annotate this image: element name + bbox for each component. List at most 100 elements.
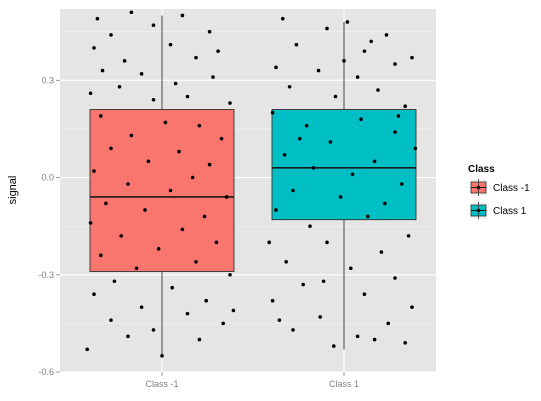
data-point [204, 298, 208, 303]
data-point [99, 253, 103, 258]
data-point [294, 42, 299, 47]
data-point [410, 55, 414, 60]
data-point [146, 159, 151, 164]
legend-title: Class [468, 164, 495, 175]
box-class-neg1 [89, 109, 235, 272]
data-point [359, 117, 363, 121]
data-point [109, 318, 113, 322]
data-point [372, 159, 377, 164]
data-point [384, 33, 389, 37]
data-point [316, 68, 321, 73]
data-point [332, 344, 336, 348]
y-tick-label: -0.3 [38, 270, 54, 280]
data-point [413, 146, 418, 151]
data-point [151, 328, 156, 332]
legend-key-point [476, 185, 481, 190]
data-point [355, 75, 360, 79]
data-point [173, 81, 178, 86]
data-point [92, 292, 96, 297]
data-point [112, 279, 117, 284]
data-point [287, 84, 292, 89]
data-point [311, 166, 316, 170]
data-point [180, 13, 185, 18]
data-point [403, 341, 408, 345]
data-point [318, 315, 323, 319]
data-point [328, 140, 333, 144]
data-point [350, 172, 355, 177]
legend-key-point [476, 208, 481, 213]
data-point [99, 114, 103, 118]
data-point [325, 240, 329, 245]
data-point [267, 240, 272, 245]
data-point [197, 337, 202, 342]
data-point [92, 169, 96, 173]
data-point [207, 29, 212, 34]
data-point [185, 311, 190, 316]
data-point [270, 298, 275, 303]
data-point [109, 33, 113, 37]
data-point [284, 260, 289, 264]
data-point [379, 250, 384, 254]
data-point [393, 62, 397, 66]
data-point [396, 114, 401, 118]
data-point [228, 272, 232, 277]
data-point [143, 208, 147, 212]
data-point [274, 65, 278, 70]
data-point [338, 195, 343, 199]
data-point [139, 72, 144, 76]
data-point [403, 104, 408, 109]
data-point [282, 153, 287, 157]
data-point [270, 110, 275, 115]
data-point [325, 26, 329, 31]
x-tick-label: Class -1 [145, 379, 178, 389]
data-point [386, 321, 391, 326]
legend-label: Class -1 [493, 183, 530, 194]
data-point [219, 136, 224, 141]
data-point [156, 247, 161, 251]
y-tick-label: 0.0 [41, 173, 54, 183]
y-tick-label: 0.3 [41, 75, 54, 85]
y-axis: -0.6 -0.3 0.0 0.3 [38, 75, 60, 377]
y-tick-label: -0.6 [38, 367, 54, 377]
data-point [151, 97, 156, 102]
data-point [366, 214, 370, 219]
data-point [224, 195, 229, 199]
data-point [119, 234, 123, 238]
data-point [274, 208, 278, 212]
data-point [104, 201, 108, 206]
data-point [410, 305, 414, 309]
data-point [134, 266, 139, 271]
data-point [321, 279, 326, 284]
data-point [180, 227, 185, 232]
data-point [376, 88, 380, 92]
data-point [221, 321, 225, 326]
data-point [88, 221, 93, 225]
data-point [92, 46, 96, 50]
data-point [308, 224, 312, 228]
data-point [129, 133, 134, 138]
data-point [342, 59, 346, 63]
data-point [231, 308, 236, 313]
data-point [117, 84, 122, 89]
data-point [185, 94, 190, 99]
data-point [372, 337, 377, 342]
box-class-1 [271, 109, 417, 221]
boxes [89, 15, 417, 356]
data-point [202, 214, 207, 219]
data-point [345, 20, 350, 24]
data-point [369, 39, 374, 44]
x-tick-label: Class 1 [329, 379, 359, 389]
data-point [207, 162, 212, 167]
data-point [170, 285, 174, 290]
data-point [362, 292, 367, 297]
data-point [393, 130, 397, 134]
data-point [355, 334, 360, 339]
data-point [277, 318, 282, 322]
y-axis-title: signal [7, 176, 19, 205]
data-point [151, 23, 156, 28]
data-point [214, 240, 219, 245]
data-point [163, 120, 168, 125]
data-point [291, 188, 295, 193]
data-point [126, 334, 130, 339]
data-point [228, 101, 232, 105]
